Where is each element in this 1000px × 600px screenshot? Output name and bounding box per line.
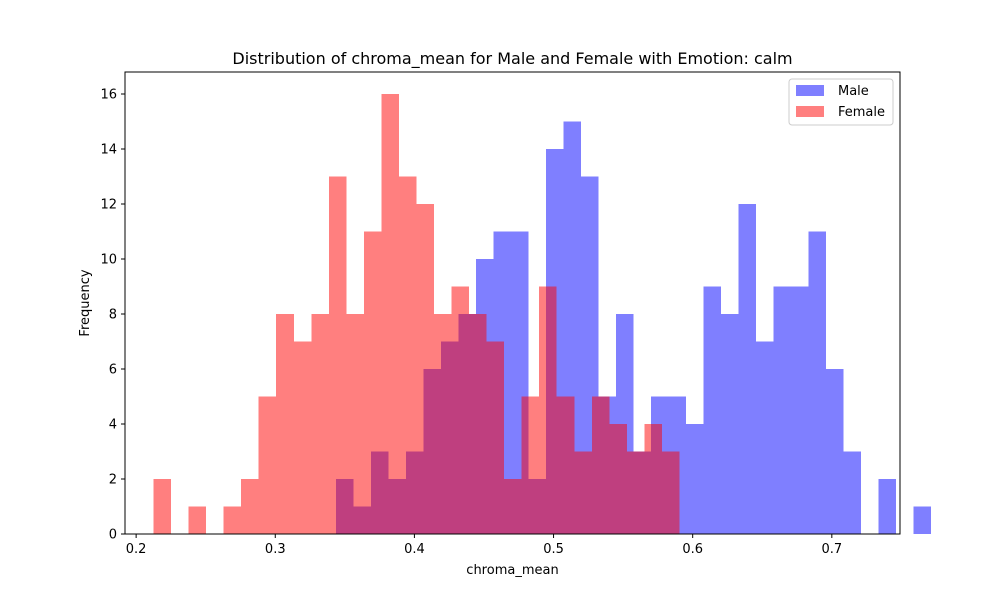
ticks-layer: 0.2 0.3 0.4 0.5 0.6 0.7 0 2 4 6 8 10 12 14 16 bbox=[100, 88, 842, 558]
y-tick-label: 0 bbox=[109, 528, 117, 543]
bar-female-0 bbox=[153, 479, 172, 534]
bar-female-25 bbox=[591, 396, 610, 534]
legend-swatch-male bbox=[796, 85, 824, 96]
x-tick-label: 0.2 bbox=[126, 542, 147, 557]
bar-male-22 bbox=[721, 314, 739, 534]
bar-male-31 bbox=[878, 479, 897, 534]
bar-female-26 bbox=[609, 424, 627, 534]
bar-male-28 bbox=[826, 369, 844, 534]
bar-female-2 bbox=[188, 506, 207, 534]
bar-female-28 bbox=[644, 424, 662, 534]
bar-female-10 bbox=[328, 176, 347, 534]
legend-swatch-female bbox=[796, 106, 824, 117]
legend: Male Female bbox=[788, 78, 894, 126]
bar-female-13 bbox=[381, 94, 399, 534]
y-tick-label: 4 bbox=[109, 418, 117, 433]
chart-title: Distribution of chroma_mean for Male and… bbox=[232, 49, 792, 69]
bar-female-24 bbox=[574, 451, 592, 534]
y-axis-label: Frequency bbox=[78, 269, 93, 336]
x-tick-label: 0.3 bbox=[265, 542, 286, 557]
y-tick-label: 2 bbox=[109, 473, 117, 488]
plot-frame bbox=[124, 71, 901, 535]
y-tick-label: 6 bbox=[109, 363, 117, 378]
y-tick-label: 10 bbox=[100, 253, 117, 268]
bar-female-15 bbox=[416, 204, 435, 534]
bar-female-17 bbox=[451, 286, 470, 534]
bar-male-20 bbox=[686, 424, 704, 534]
bar-female-20 bbox=[504, 479, 522, 534]
bar-female-23 bbox=[556, 396, 575, 534]
legend-label-female: Female bbox=[838, 105, 885, 120]
x-tick-label: 0.4 bbox=[404, 542, 425, 557]
y-tick-label: 8 bbox=[109, 308, 117, 323]
bar-male-24 bbox=[756, 341, 774, 534]
bar-female-18 bbox=[469, 314, 487, 534]
bars-layer bbox=[153, 94, 932, 534]
bar-male-25 bbox=[773, 286, 792, 534]
bar-male-23 bbox=[738, 204, 757, 534]
bar-female-29 bbox=[661, 451, 680, 534]
x-tick-label: 0.6 bbox=[682, 542, 703, 557]
bar-female-27 bbox=[626, 451, 645, 534]
x-axis-label: chroma_mean bbox=[466, 563, 558, 578]
bar-female-4 bbox=[223, 506, 242, 534]
bar-male-26 bbox=[791, 286, 809, 534]
bar-female-14 bbox=[398, 176, 417, 534]
bar-female-16 bbox=[434, 314, 452, 534]
x-tick-label: 0.7 bbox=[821, 542, 842, 557]
bar-female-22 bbox=[539, 286, 557, 534]
bar-male-33 bbox=[913, 506, 932, 534]
x-tick-label: 0.5 bbox=[543, 542, 564, 557]
bar-male-27 bbox=[808, 231, 827, 534]
legend-label-male: Male bbox=[838, 84, 869, 99]
bar-female-9 bbox=[311, 314, 329, 534]
bar-female-7 bbox=[276, 314, 294, 534]
bar-female-19 bbox=[486, 341, 505, 534]
y-tick-label: 14 bbox=[100, 143, 117, 158]
bar-female-8 bbox=[293, 341, 312, 534]
bar-male-29 bbox=[843, 451, 862, 534]
bar-female-6 bbox=[258, 396, 277, 534]
bar-male-21 bbox=[703, 286, 722, 534]
y-tick-label: 12 bbox=[100, 198, 117, 213]
y-tick-label: 16 bbox=[100, 88, 117, 103]
bar-female-5 bbox=[241, 479, 259, 534]
bar-female-21 bbox=[521, 396, 540, 534]
bar-female-11 bbox=[346, 314, 364, 534]
bar-female-12 bbox=[363, 231, 382, 534]
